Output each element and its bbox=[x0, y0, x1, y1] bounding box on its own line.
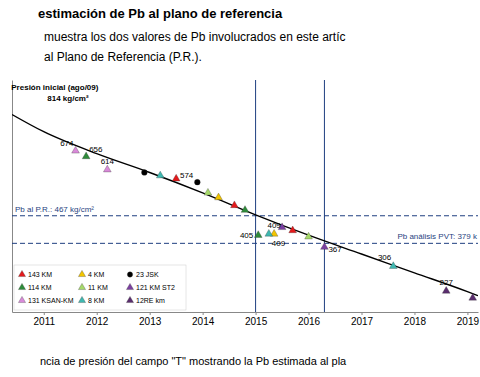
x-tick: 2016 bbox=[298, 312, 321, 327]
data-point bbox=[241, 206, 249, 213]
legend-marker bbox=[18, 283, 25, 289]
legend-marker bbox=[18, 270, 25, 276]
paragraph-line: muestra los dos valores de Pb involucrad… bbox=[44, 30, 346, 44]
vertical-line bbox=[255, 80, 256, 312]
data-point bbox=[469, 293, 477, 300]
x-tick-label: 2017 bbox=[351, 316, 374, 327]
legend-label: 11 KM bbox=[88, 284, 108, 291]
point-label: 306 bbox=[378, 253, 392, 262]
point-label: 614 bbox=[101, 157, 115, 166]
x-tick-label: 2019 bbox=[457, 316, 480, 327]
data-point bbox=[103, 165, 111, 172]
x-tick-mark bbox=[97, 312, 98, 315]
data-point bbox=[156, 171, 164, 178]
point-label: 227 bbox=[440, 278, 454, 287]
point-label: 674 bbox=[60, 139, 74, 148]
caption: ncia de presión del campo "T" mostrando … bbox=[40, 355, 347, 367]
x-tick-mark bbox=[150, 312, 151, 315]
point-label: 405 bbox=[240, 231, 254, 240]
x-tick: 2012 bbox=[86, 312, 109, 327]
page: estimación de Pb al plano de referencia m… bbox=[0, 0, 480, 377]
x-tick-mark bbox=[309, 312, 310, 315]
initial-pressure-value: 814 kg/cm² bbox=[47, 94, 89, 103]
legend-marker bbox=[78, 296, 85, 302]
data-point bbox=[194, 179, 200, 185]
x-tick: 2017 bbox=[351, 312, 374, 327]
heading: estimación de Pb al plano de referencia bbox=[38, 6, 283, 21]
legend-marker bbox=[78, 270, 85, 276]
x-tick-label: 2018 bbox=[404, 316, 427, 327]
vertical-line bbox=[324, 80, 325, 312]
point-label: 367 bbox=[328, 245, 342, 254]
point-label: 409 bbox=[272, 239, 286, 248]
x-tick: 2011 bbox=[34, 312, 56, 327]
x-tick: 2018 bbox=[404, 312, 427, 327]
legend: 143 KM 4 KM 23 JSK 114 KM 11 KM 121 KM ST2 131… bbox=[14, 265, 186, 310]
x-tick-label: 2013 bbox=[139, 316, 162, 327]
data-point bbox=[254, 231, 262, 238]
legend-label: 8 KM bbox=[88, 297, 105, 304]
legend-marker bbox=[126, 283, 133, 289]
x-tick-mark bbox=[44, 312, 45, 315]
data-point bbox=[442, 287, 450, 294]
paragraph-line: al Plano de Referencia (P.R.). bbox=[44, 50, 202, 64]
data-point bbox=[265, 229, 273, 236]
x-tick-label: 2012 bbox=[86, 316, 109, 327]
x-tick-mark bbox=[203, 312, 204, 315]
point-label: 409 bbox=[267, 221, 281, 230]
reference-label: Pb al P.R.: 467 kg/cm² bbox=[15, 205, 94, 214]
data-point bbox=[142, 170, 148, 176]
data-point bbox=[231, 201, 239, 208]
data-point bbox=[305, 232, 313, 239]
data-point bbox=[215, 193, 223, 200]
data-point bbox=[389, 262, 397, 269]
legend-label: 143 KM bbox=[28, 271, 52, 278]
x-tick-mark bbox=[467, 312, 468, 315]
legend-label: 131 KSAN-KM bbox=[28, 297, 74, 304]
data-point bbox=[172, 174, 180, 181]
point-label: 574 bbox=[180, 171, 194, 180]
x-tick: 2013 bbox=[139, 312, 162, 327]
legend-label: 23 JSK bbox=[136, 271, 159, 278]
data-point bbox=[289, 226, 297, 233]
plot-area bbox=[12, 80, 478, 312]
legend-marker bbox=[78, 283, 85, 289]
x-tick: 2019 bbox=[457, 312, 480, 327]
x-tick-label: 2015 bbox=[245, 316, 268, 327]
reference-label: Pb análisis PVT: 379 k bbox=[397, 232, 478, 241]
x-tick-mark bbox=[362, 312, 363, 315]
x-tick: 2014 bbox=[192, 312, 215, 327]
x-axis-line bbox=[13, 312, 479, 313]
x-tick: 2015 bbox=[245, 312, 268, 327]
x-axis: 2011 2012 2013 2014 2015 2016 2017 2018 2019 bbox=[13, 312, 480, 327]
x-tick-label: 2014 bbox=[192, 316, 215, 327]
x-tick-label: 2016 bbox=[298, 316, 321, 327]
legend-marker bbox=[18, 296, 25, 302]
reference-line bbox=[12, 215, 478, 216]
data-point bbox=[204, 188, 212, 195]
legend-marker bbox=[127, 272, 132, 277]
x-tick-mark bbox=[414, 312, 415, 315]
legend-label: 4 KM bbox=[88, 271, 105, 278]
point-label: 656 bbox=[89, 145, 103, 154]
reference-line bbox=[12, 243, 478, 244]
legend-label: 114 KM bbox=[28, 284, 52, 291]
initial-pressure-label: Presión inicial (ago/09) bbox=[11, 83, 98, 92]
x-tick-mark bbox=[256, 312, 257, 315]
legend-box bbox=[14, 265, 186, 310]
data-point bbox=[321, 243, 329, 250]
legend-marker bbox=[126, 296, 133, 302]
legend-label: 121 KM ST2 bbox=[136, 284, 175, 291]
legend-label: 12RE km bbox=[136, 297, 165, 304]
x-tick-label: 2011 bbox=[34, 316, 56, 327]
